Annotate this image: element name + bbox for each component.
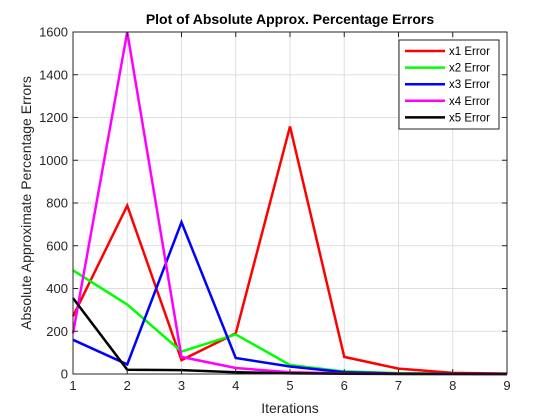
legend-label-2: x2 Error [449, 63, 490, 75]
y-tick-label: 0 [61, 367, 68, 382]
y-tick-label: 1000 [39, 153, 68, 168]
x-tick-label: 8 [449, 378, 456, 393]
x-tick-label: 6 [341, 378, 348, 393]
x-tick-label: 9 [503, 378, 510, 393]
legend-label-4: x4 Error [449, 96, 490, 108]
x-tick-label: 4 [232, 378, 239, 393]
x-tick-label: 3 [178, 378, 185, 393]
x-tick-label: 5 [286, 378, 293, 393]
legend-label-3: x3 Error [449, 79, 490, 91]
y-tick-label: 800 [46, 196, 68, 211]
legend: x1 Error x2 Error x3 Error x4 Error x5 Error [398, 39, 500, 130]
y-tick-label: 1400 [39, 67, 68, 82]
y-tick-label: 400 [46, 281, 68, 296]
x-axis-label: Iterations [261, 400, 319, 416]
series-line-1 [71, 126, 508, 375]
x-tick-label: 1 [69, 378, 76, 393]
y-tick-label: 1600 [39, 25, 68, 40]
y-tick-label: 200 [46, 324, 68, 339]
y-tick-label: 600 [46, 238, 68, 253]
x-tick-label: 7 [395, 378, 402, 393]
axis-ticks: 1 2 3 4 5 6 7 8 9 0 200 400 600 800 1000 1200 1400 1600 [39, 25, 511, 394]
legend-label-1: x1 Error [449, 46, 490, 58]
chart-title: Plot of Absolute Approx. Percentage Erro… [146, 11, 435, 27]
y-tick-label: 1200 [39, 110, 68, 125]
legend-label-5: x5 Error [449, 112, 490, 124]
x-tick-label: 2 [124, 378, 131, 393]
y-axis-label: Absolute Approximate Percentage Errors [18, 76, 34, 330]
